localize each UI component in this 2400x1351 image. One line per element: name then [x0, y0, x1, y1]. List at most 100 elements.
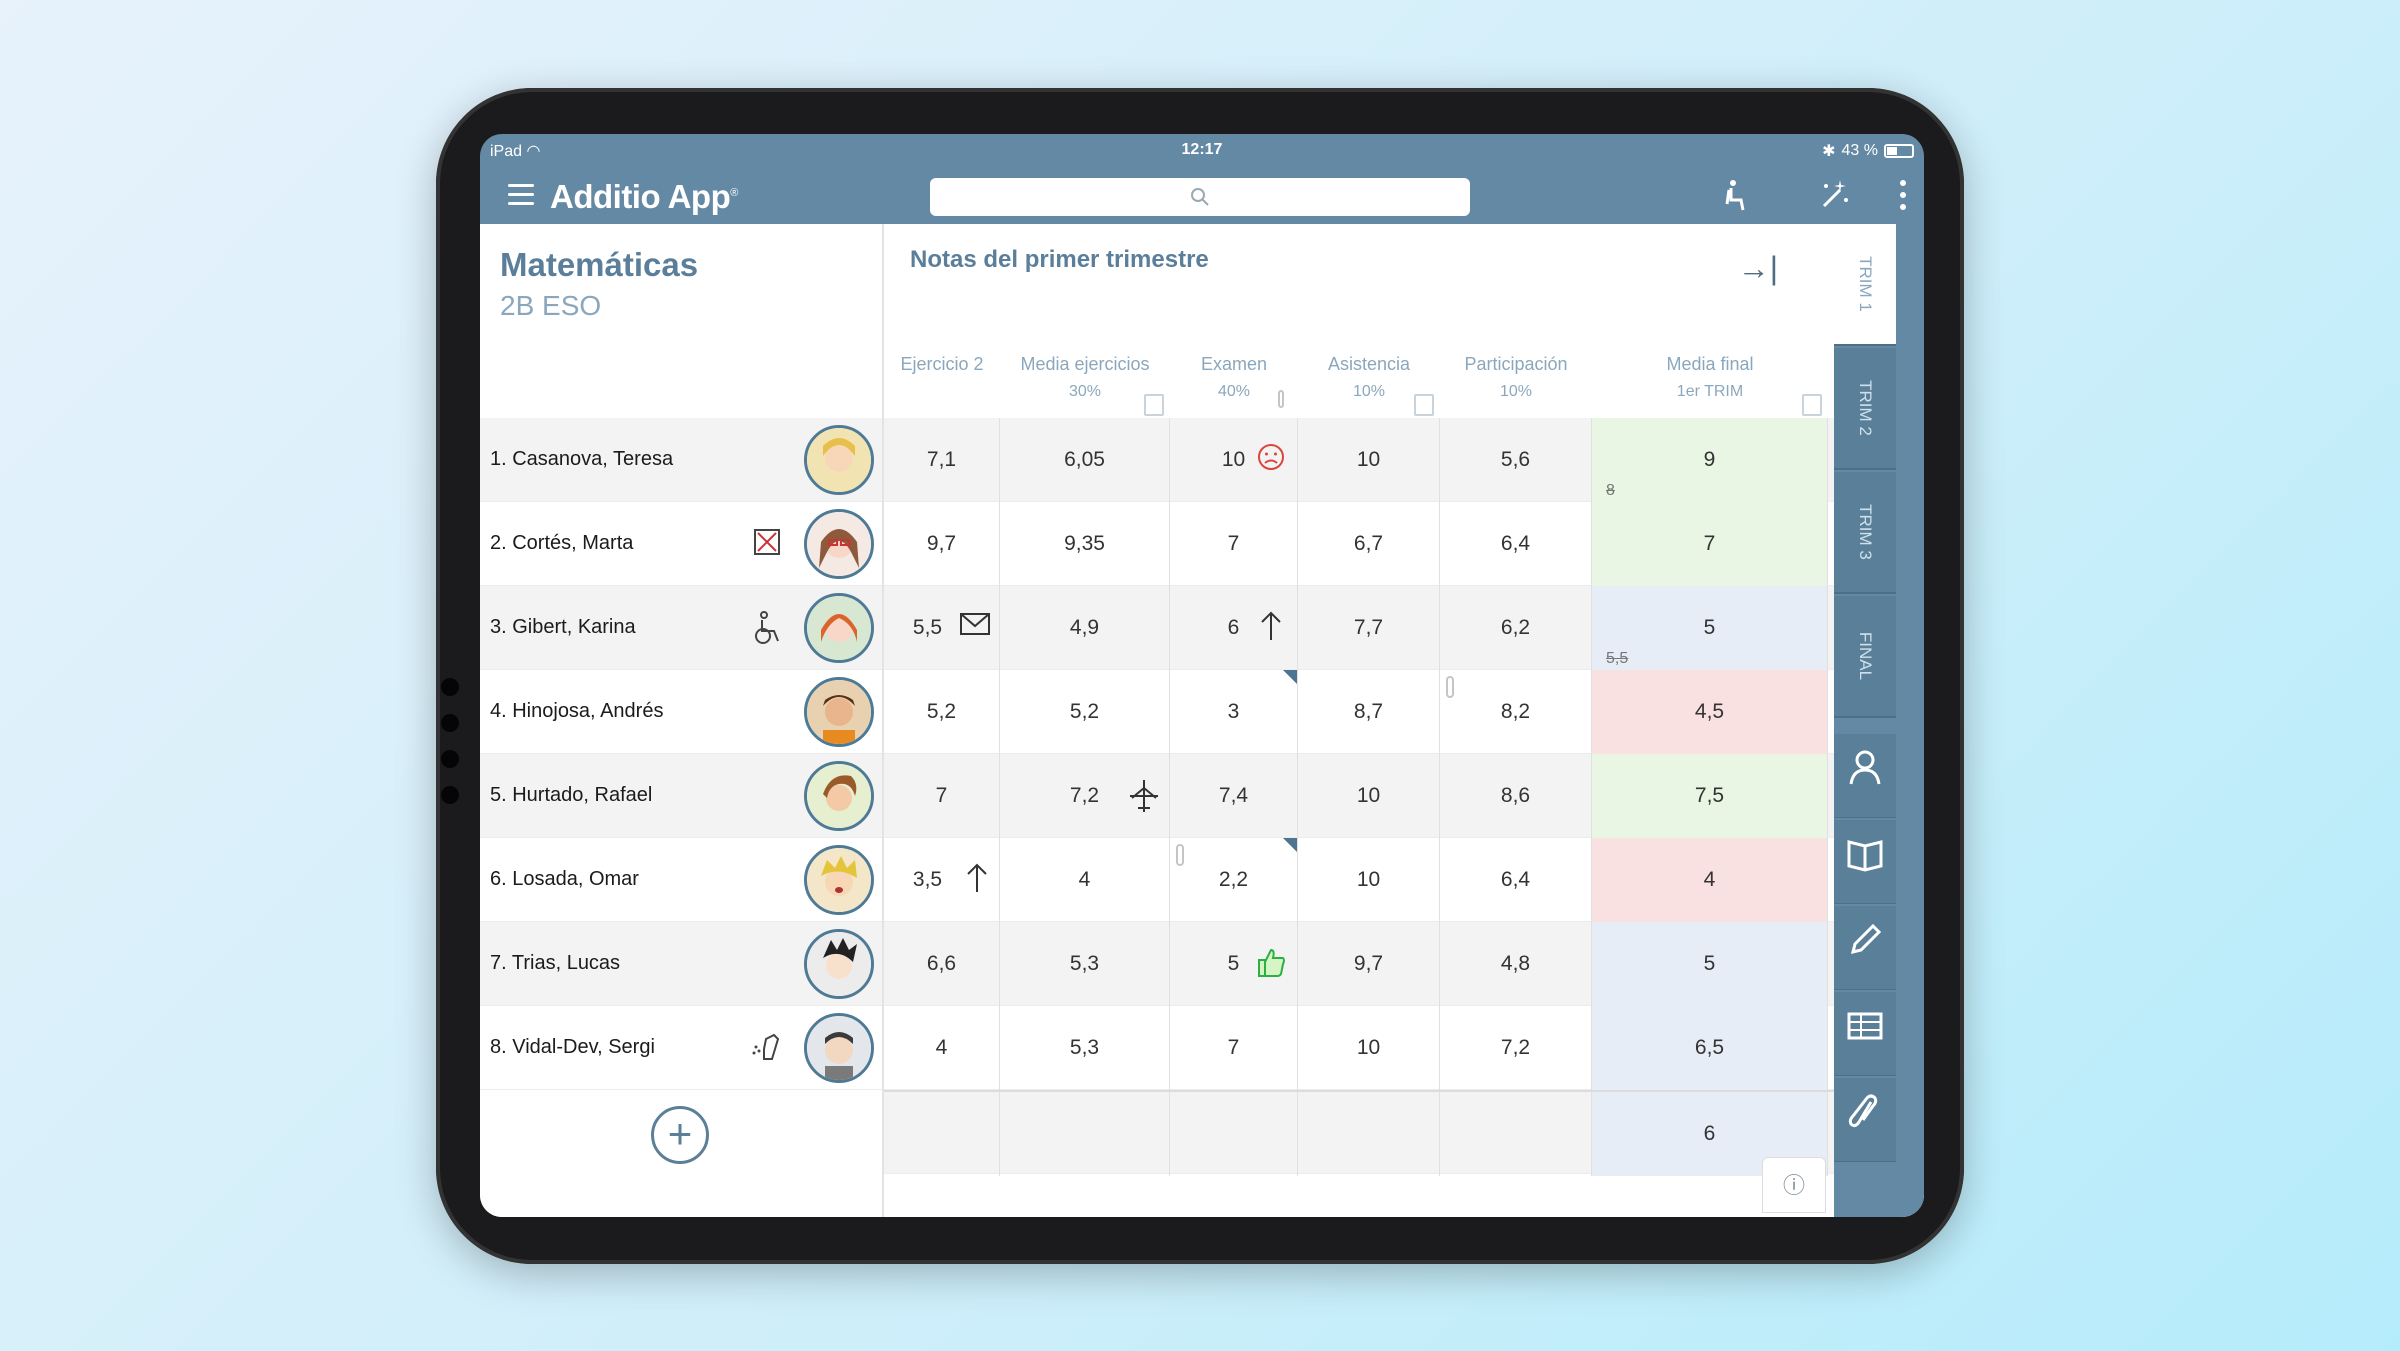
grade-cell[interactable]: 7,7	[1298, 586, 1440, 670]
grade-value: 5,3	[1069, 1036, 1100, 1059]
column-label: Participación	[1464, 354, 1568, 374]
grade-cell[interactable]: 7	[1170, 1006, 1298, 1090]
grade-value: 5,2	[1069, 700, 1100, 723]
tab-trim-1[interactable]: TRIM 1	[1834, 224, 1896, 346]
grade-cell[interactable]: 7,2	[1440, 1006, 1592, 1090]
column-header[interactable]: Media ejercicios 30%	[1000, 354, 1170, 418]
grade-value: 8,2	[1500, 700, 1531, 723]
pencil-icon[interactable]	[1834, 906, 1896, 990]
grade-cell[interactable]: 6,7	[1298, 502, 1440, 586]
grade-cell[interactable]: 6	[1170, 586, 1298, 684]
student-row[interactable]: 3. Gibert, Karina	[480, 586, 882, 670]
grade-cell[interactable]: 6,05	[1000, 418, 1170, 502]
grade-cell[interactable]: 10	[1170, 418, 1298, 502]
grade-cell[interactable]: 10	[1298, 418, 1440, 502]
student-row[interactable]: 6. Losada, Omar	[480, 838, 882, 922]
grade-cell[interactable]: 4,8	[1440, 922, 1592, 1006]
grade-value: 7,5	[1694, 784, 1725, 807]
column-header[interactable]: Ejercicio 2	[884, 354, 1000, 418]
magic-wand-icon[interactable]	[1814, 178, 1854, 214]
final-grade-cell[interactable]: 5 5,5	[1592, 586, 1828, 670]
grade-value: 6,5	[1694, 1036, 1725, 1059]
grade-cell[interactable]: 7,4	[1170, 754, 1298, 852]
grade-cell[interactable]: 10	[1298, 754, 1440, 838]
more-options-icon[interactable]	[1900, 180, 1906, 216]
paperclip-icon[interactable]	[1834, 1078, 1896, 1162]
grade-cell[interactable]: 7	[884, 754, 1000, 838]
student-name: 2. Cortés, Marta	[490, 532, 634, 554]
grade-cell[interactable]: 6,4	[1440, 838, 1592, 922]
tab-trim-3[interactable]: TRIM 3	[1834, 472, 1896, 594]
grade-cell[interactable]: 9,35	[1000, 502, 1170, 600]
grade-value: 10	[1221, 448, 1246, 471]
avatar	[804, 1012, 874, 1083]
grade-cell[interactable]: 3,5	[884, 838, 1000, 922]
book-icon[interactable]	[1834, 820, 1896, 904]
student-name: 7. Trias, Lucas	[490, 952, 621, 974]
grade-cell[interactable]: 3	[1170, 670, 1298, 754]
table-icon[interactable]	[1834, 992, 1896, 1076]
grade-cell[interactable]: 10	[1298, 1006, 1440, 1090]
column-header[interactable]: Asistencia 10%	[1298, 354, 1440, 418]
final-grade-cell[interactable]: 7	[1592, 502, 1828, 586]
student-row[interactable]: 5. Hurtado, Rafael	[480, 754, 882, 838]
column-header[interactable]: Media final 1er TRIM	[1592, 354, 1828, 418]
previous-grade: 8	[1606, 482, 1615, 499]
search-input[interactable]	[930, 178, 1470, 216]
grade-cell[interactable]: 4	[884, 1006, 1000, 1090]
column-weight: 40%	[1217, 383, 1251, 400]
student-row[interactable]: 7. Trias, Lucas	[480, 922, 882, 1006]
hamburger-icon[interactable]	[508, 184, 534, 206]
grade-cell[interactable]: 5,3	[1000, 922, 1170, 1006]
final-grade-cell[interactable]: 6,5	[1592, 1006, 1828, 1090]
grade-cell[interactable]: 4	[1000, 838, 1170, 922]
device-label: iPad	[490, 143, 523, 160]
grade-cell[interactable]: 4,9	[1000, 586, 1170, 670]
info-icon[interactable]: ⓘ	[1762, 1157, 1826, 1213]
grade-cell[interactable]: 5,5	[884, 586, 1000, 670]
grade-cell[interactable]: 5,2	[1000, 670, 1170, 754]
grade-cell[interactable]: 6,4	[1440, 502, 1592, 586]
grade-cell[interactable]: 6,2	[1440, 586, 1592, 670]
student-row[interactable]: 2. Cortés, Marta	[480, 502, 882, 586]
grade-cell[interactable]: 8,6	[1440, 754, 1592, 838]
final-grade-cell[interactable]: 4,5	[1592, 670, 1828, 754]
grade-cell[interactable]: 6,6	[884, 922, 1000, 1006]
student-row[interactable]: 8. Vidal-Dev, Sergi	[480, 1006, 882, 1090]
grade-cell[interactable]: 5,3	[1000, 1006, 1170, 1090]
student-icon[interactable]	[1834, 734, 1896, 818]
grade-cell[interactable]: 2,2	[1170, 838, 1298, 922]
grade-cell[interactable]: 7,1	[884, 418, 1000, 502]
student-row[interactable]: 4. Hinojosa, Andrés	[480, 670, 882, 754]
grade-cell[interactable]: 9,7	[884, 502, 1000, 586]
student-name: 5. Hurtado, Rafael	[490, 784, 653, 806]
seat-icon[interactable]	[1716, 178, 1756, 214]
grade-value: 5	[1703, 952, 1716, 975]
grade-cell[interactable]: 8,7	[1298, 670, 1440, 754]
grade-cell[interactable]: 10	[1298, 838, 1440, 922]
column-header[interactable]: Examen 40%	[1170, 354, 1298, 418]
student-row[interactable]: 1. Casanova, Teresa	[480, 418, 882, 502]
tab-trim-2[interactable]: TRIM 2	[1834, 348, 1896, 470]
final-grade-cell[interactable]: 7,5	[1592, 754, 1828, 838]
grade-cell[interactable]: 7	[1170, 502, 1298, 586]
tab-final[interactable]: FINAL	[1834, 596, 1896, 718]
grade-cell[interactable]: 5,2	[884, 670, 1000, 754]
collapse-right-icon[interactable]: →|	[1737, 250, 1778, 286]
grade-cell[interactable]: 5,6	[1440, 418, 1592, 502]
grade-value: 10	[1356, 448, 1381, 471]
avatar	[804, 592, 874, 663]
tab-label: TRIM 2	[1856, 380, 1875, 436]
column-label: Media ejercicios	[1020, 354, 1150, 374]
final-grade-cell[interactable]: 5	[1592, 922, 1828, 1006]
column-header[interactable]: Participación 10%	[1440, 354, 1592, 418]
final-grade-cell[interactable]: 4	[1592, 838, 1828, 936]
add-student-button[interactable]: +	[651, 1106, 709, 1164]
grade-cell[interactable]: 8,2	[1440, 670, 1592, 754]
column-label: Media final	[1666, 354, 1754, 374]
grade-cell[interactable]: 5	[1170, 922, 1298, 1006]
grade-cell[interactable]: 7,2	[1000, 754, 1170, 838]
grade-cell[interactable]: 9,7	[1298, 922, 1440, 1006]
